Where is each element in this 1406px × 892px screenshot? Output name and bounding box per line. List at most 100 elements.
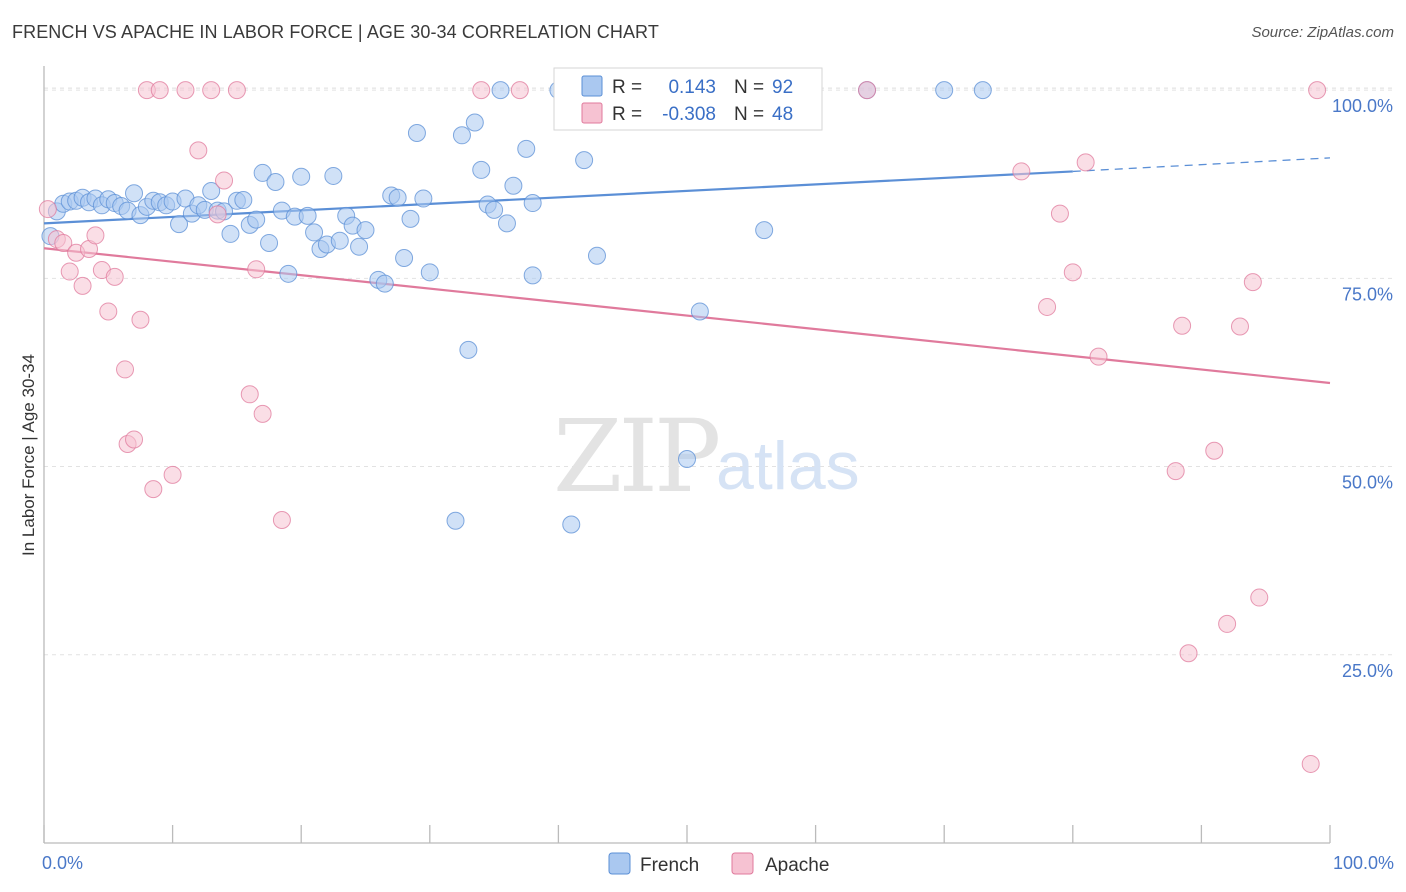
apache-r-label: R =	[612, 104, 642, 125]
french-point	[375, 274, 394, 293]
apache-trend-line	[43, 247, 1331, 385]
french-point	[523, 266, 542, 285]
french-point	[459, 340, 478, 359]
french-point	[678, 450, 696, 469]
french-point	[266, 172, 285, 191]
apache-point	[38, 200, 57, 219]
x-tick-label-max: 100.0%	[1333, 853, 1394, 873]
apache-point	[1050, 204, 1069, 223]
french-point	[170, 215, 189, 234]
apache-point	[105, 267, 124, 286]
apache-point	[150, 81, 169, 100]
apache-point	[510, 81, 529, 100]
stats-legend: R = 0.143 N = 92 R = -0.308 N = 48	[553, 67, 823, 131]
french-point	[935, 81, 954, 100]
apache-point	[1301, 754, 1320, 773]
french-point	[356, 221, 375, 240]
apache-point	[189, 141, 208, 160]
apache-point	[253, 404, 272, 423]
y-tick-label: 25.0%	[1342, 661, 1393, 681]
apache-n-label: N =	[734, 104, 764, 125]
french-legend-swatch	[581, 75, 603, 97]
french-point	[298, 206, 317, 225]
french-point	[330, 231, 349, 250]
y-tick-label: 100.0%	[1332, 96, 1393, 116]
french-n-label: N =	[734, 77, 764, 98]
series-legend: French Apache	[608, 852, 829, 876]
french-point	[279, 264, 298, 283]
watermark-atlas: atlas	[716, 428, 860, 504]
french-point	[485, 200, 504, 219]
apache-point	[144, 480, 163, 499]
french-point	[497, 214, 516, 233]
french-point	[247, 210, 266, 229]
french-point	[401, 209, 420, 228]
french-point	[575, 151, 594, 170]
french-point	[407, 124, 426, 143]
french-point	[504, 176, 523, 195]
chart-source: Source: ZipAtlas.com	[1251, 24, 1394, 41]
french-point	[395, 249, 414, 268]
apache-point	[73, 276, 92, 295]
french-point	[420, 263, 439, 282]
apache-point	[163, 465, 182, 484]
apache-point	[131, 310, 150, 329]
french-r-label: R =	[612, 77, 642, 98]
french-point	[350, 237, 369, 256]
french-point	[523, 194, 542, 213]
apache-r-value: -0.308	[662, 104, 716, 125]
french-trend-extension	[1072, 157, 1331, 173]
apache-point	[176, 81, 195, 100]
french-point	[472, 160, 491, 179]
data-points	[38, 81, 1327, 773]
apache-series-label: Apache	[765, 855, 829, 876]
french-point	[491, 81, 510, 100]
french-point	[446, 511, 465, 530]
french-point	[260, 233, 279, 252]
apache-point	[272, 511, 291, 530]
y-tick-label: 75.0%	[1342, 284, 1393, 304]
apache-point	[1038, 297, 1057, 316]
apache-point	[60, 262, 79, 281]
french-point	[465, 113, 484, 132]
apache-series-swatch	[731, 852, 754, 875]
apache-point	[1166, 462, 1185, 481]
french-point	[305, 223, 324, 242]
apache-point	[1230, 317, 1249, 336]
french-point	[125, 184, 144, 203]
french-point	[292, 167, 311, 186]
axes	[43, 66, 1331, 844]
gridlines	[44, 87, 1392, 656]
apache-point	[202, 81, 221, 100]
apache-point	[1250, 588, 1269, 607]
apache-point	[240, 385, 259, 404]
apache-point	[54, 233, 73, 252]
french-point	[234, 191, 253, 210]
chart-title: FRENCH VS APACHE IN LABOR FORCE | AGE 30…	[12, 22, 659, 42]
apache-point	[208, 205, 227, 224]
apache-point	[1089, 347, 1108, 366]
apache-legend-swatch	[581, 102, 603, 124]
french-point	[973, 81, 992, 100]
french-point	[324, 166, 343, 185]
apache-point	[1012, 162, 1031, 181]
apache-point	[1218, 614, 1237, 633]
french-series-swatch	[608, 852, 631, 875]
x-tick-label-min: 0.0%	[42, 853, 83, 873]
tick-labels: 25.0% 50.0% 75.0% 100.0% 0.0% 100.0% In Labor …	[19, 96, 1394, 873]
apache-point	[1308, 81, 1327, 100]
french-point	[221, 224, 240, 243]
apache-point	[1076, 153, 1095, 172]
apache-point	[86, 226, 105, 245]
apache-point	[1063, 263, 1082, 282]
trend-lines	[43, 157, 1331, 385]
apache-point	[1205, 441, 1224, 460]
apache-point	[1243, 273, 1262, 292]
french-n-value: 92	[772, 77, 793, 98]
french-point	[202, 182, 221, 201]
french-point	[253, 163, 272, 182]
apache-point	[125, 430, 144, 449]
apache-point	[227, 81, 246, 100]
